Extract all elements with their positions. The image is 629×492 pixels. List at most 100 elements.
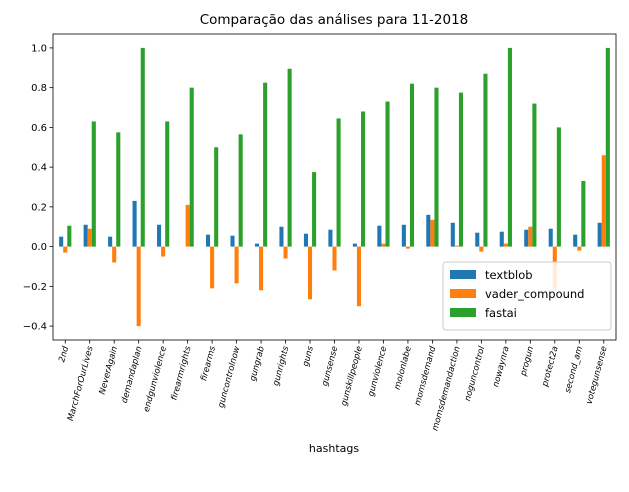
x-tick-label: gunviolence (366, 345, 389, 397)
bar-fastai-noguncontrol (483, 73, 488, 247)
bar-fastai-NeverAgain (116, 132, 121, 247)
legend-label-vader_compound: vader_compound (485, 287, 584, 301)
x-tick-label: demandaplan (120, 345, 145, 404)
bar-textblob-second_am (573, 234, 578, 247)
bar-textblob-MarchForOurLives (83, 224, 88, 247)
y-tick-label: −0.2 (23, 282, 47, 293)
bar-textblob-NeverAgain (108, 236, 113, 247)
x-tick-label: progun (518, 345, 536, 378)
legend-label-fastai: fastai (485, 306, 517, 320)
bar-fastai-guns (312, 172, 317, 247)
x-tick-label: gunrights (271, 345, 291, 387)
x-tick-label: noguncontrol (463, 345, 487, 403)
legend-label-textblob: textblob (485, 268, 533, 282)
bar-vader_compound-votegunsense (601, 155, 606, 247)
bar-vader_compound-firearms (210, 246, 215, 289)
bar-vader_compound-firearmrights (185, 204, 190, 247)
bar-vader_compound-demandaplan (136, 246, 141, 327)
x-tick-label: gunskillpeople (339, 345, 365, 407)
bar-vader_compound-noguncontrol (479, 246, 484, 252)
bar-textblob-molonlabe (401, 224, 406, 247)
y-tick-label: 0.0 (31, 242, 47, 253)
bar-vader_compound-momsdemand (430, 219, 435, 247)
y-tick-label: 0.2 (31, 202, 47, 213)
bar-textblob-guncontrolnow (230, 235, 235, 247)
plot-area (59, 47, 610, 327)
legend-swatch-textblob (450, 270, 476, 279)
bar-textblob-protect2a (548, 228, 553, 247)
bar-textblob-gunsense (328, 229, 333, 247)
x-tick-label: NeverAgain (98, 345, 120, 395)
x-tick-label: gunsense (320, 345, 340, 387)
bar-textblob-progun (524, 229, 529, 247)
x-tick-label: guncontrolnow (216, 345, 242, 409)
bar-textblob-nowaynra (499, 231, 504, 247)
bar-textblob-endgunviolence (157, 224, 162, 247)
bar-vader_compound-second_am (577, 246, 582, 251)
bar-fastai-gunskillpeople (361, 111, 366, 247)
bar-textblob-firearms (205, 234, 211, 247)
chart-title: Comparação das análises para 11-2018 (200, 12, 469, 28)
bar-fastai-endgunviolence (165, 121, 170, 247)
bar-textblob-noguncontrol (475, 232, 480, 247)
legend-swatch-fastai (450, 308, 476, 317)
x-tick-label: votegunsense (585, 345, 610, 405)
bar-vader_compound-gunskillpeople (356, 246, 362, 307)
x-tick-label: guns (301, 345, 316, 368)
x-tick-label: 2nd (57, 345, 71, 364)
bar-fastai-gunsense (336, 118, 341, 247)
bar-fastai-nowaynra (507, 47, 512, 247)
x-tick-label: momsdemand (413, 345, 439, 407)
bar-fastai-gunviolence (385, 101, 390, 247)
bar-fastai-momsdemandaction (458, 92, 464, 247)
bar-fastai-firearms (214, 147, 219, 247)
x-tick-label: firearmrights (169, 345, 193, 402)
bar-vader_compound-molonlabe (405, 246, 410, 249)
bar-vader_compound-NeverAgain (112, 246, 117, 263)
x-axis-label: hashtags (309, 442, 359, 455)
bar-fastai-momsdemand (434, 87, 439, 247)
bar-textblob-votegunsense (597, 222, 602, 247)
bar-textblob-momsdemandaction (450, 222, 455, 247)
y-tick-label: 1.0 (31, 43, 47, 54)
bar-vader_compound-endgunviolence (161, 246, 166, 257)
bar-textblob-gungrab (254, 243, 260, 247)
bar-vader_compound-2nd (63, 246, 68, 253)
bar-textblob-gunskillpeople (352, 243, 357, 247)
x-tick-label: gungrab (248, 345, 267, 382)
x-tick-label: molonlabe (393, 345, 414, 391)
bar-vader_compound-MarchForOurLives (87, 228, 92, 247)
bar-fastai-gunrights (287, 68, 292, 247)
bar-fastai-demandaplan (140, 47, 145, 247)
x-tick-label: endgunviolence (142, 345, 169, 413)
y-tick-label: 0.8 (31, 83, 47, 94)
x-tick-label: MarchForOurLives (66, 345, 96, 423)
bar-vader_compound-gungrab (259, 246, 264, 291)
bar-fastai-progun (532, 103, 537, 247)
bar-vader_compound-guncontrolnow (234, 246, 239, 284)
bar-vader_compound-progun (528, 226, 533, 247)
bar-fastai-molonlabe (409, 83, 415, 247)
bar-vader_compound-gunrights (283, 246, 288, 259)
y-tick-label: 0.6 (31, 123, 47, 134)
bar-fastai-MarchForOurLives (91, 121, 96, 247)
bar-fastai-second_am (581, 181, 586, 247)
x-tick-label: nowaynra (491, 345, 511, 388)
x-tick-label: protect2a (540, 345, 561, 388)
legend-swatch-vader_compound (450, 289, 476, 298)
bar-fastai-votegunsense (605, 47, 610, 247)
bar-vader_compound-gunviolence (381, 243, 386, 247)
y-tick-label: 0.4 (31, 163, 47, 174)
bar-fastai-protect2a (556, 127, 561, 247)
bar-vader_compound-momsdemandaction (454, 245, 459, 247)
bar-vader_compound-nowaynra (503, 243, 508, 247)
bar-textblob-2nd (59, 236, 64, 247)
bar-vader_compound-guns (307, 246, 313, 300)
x-tick-label: second_am (563, 345, 585, 394)
x-tick-label: firearms (199, 345, 218, 383)
bar-textblob-demandaplan (132, 200, 137, 247)
bar-fastai-guncontrolnow (238, 134, 243, 247)
